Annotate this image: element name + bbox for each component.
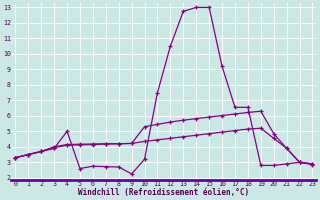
X-axis label: Windchill (Refroidissement éolien,°C): Windchill (Refroidissement éolien,°C): [78, 188, 250, 197]
